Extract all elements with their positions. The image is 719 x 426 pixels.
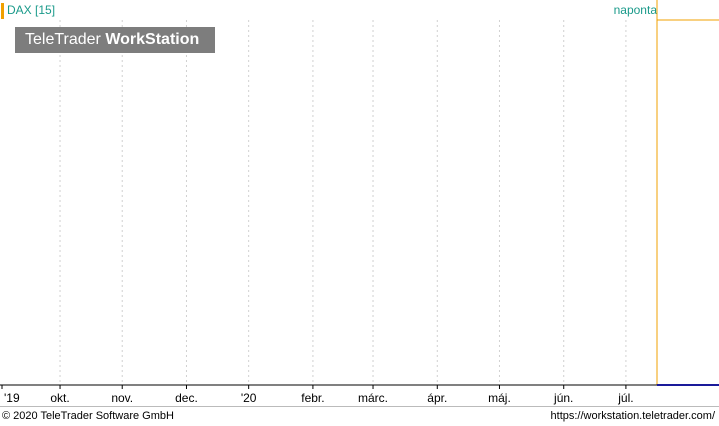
logo-light-text: TeleTrader — [25, 31, 106, 48]
x-tick-label: febr. — [301, 391, 324, 405]
period-label[interactable]: naponta — [613, 3, 657, 17]
x-tick-label: júl. — [617, 391, 633, 405]
teletrader-logo: TeleTrader WorkStation — [15, 27, 215, 53]
x-tick-label: márc. — [358, 391, 388, 405]
x-tick-label: dec. — [175, 391, 198, 405]
x-tick-label: ápr. — [427, 391, 447, 405]
x-tick-label: '20 — [241, 391, 257, 405]
logo-bold-text: WorkStation — [105, 31, 200, 48]
footer: © 2020 TeleTrader Software GmbH https://… — [0, 406, 719, 426]
x-tick-label: máj. — [488, 391, 511, 405]
x-tick-label: '19 — [4, 391, 20, 405]
x-tick-label: okt. — [50, 391, 69, 405]
price-chart[interactable]: 900010000110001200013000'19okt.nov.dec.'… — [0, 0, 719, 406]
instrument-label[interactable]: DAX [15] — [7, 3, 56, 17]
x-tick-label: jún. — [553, 391, 573, 405]
title-accent-bar — [1, 3, 4, 19]
source-url[interactable]: https://workstation.teletrader.com/ — [550, 410, 715, 422]
x-tick-label: nov. — [111, 391, 133, 405]
copyright-text: © 2020 TeleTrader Software GmbH — [2, 410, 174, 422]
